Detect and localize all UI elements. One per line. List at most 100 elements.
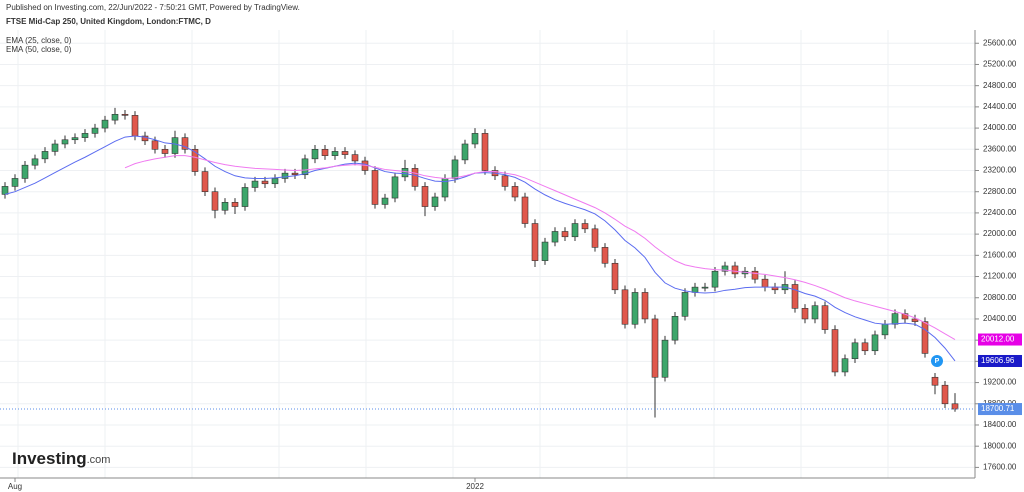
candle-body (171, 137, 179, 154)
y-tick-label: 17600.00 (983, 463, 1017, 472)
candle-body (1, 186, 9, 195)
y-tick-label: 25200.00 (983, 60, 1017, 69)
y-tick-label: 18400.00 (983, 420, 1017, 429)
candle-body (701, 286, 709, 289)
y-tick-label: 22000.00 (983, 229, 1017, 238)
candle-body (901, 313, 909, 320)
y-tick-label: 19200.00 (983, 378, 1017, 387)
candle-body (51, 143, 59, 152)
candle-body (851, 342, 859, 360)
candle-body (321, 148, 329, 156)
logo-suffix: .com (87, 454, 111, 466)
candle-body (311, 148, 319, 160)
candle-body (591, 228, 599, 248)
candle-body (271, 178, 279, 185)
candle-body (641, 292, 649, 320)
candle-body (251, 180, 259, 188)
candle-body (201, 171, 209, 193)
logo: Investing.com (12, 449, 110, 468)
candle-body (611, 262, 619, 291)
candle-body (61, 139, 69, 145)
candle-body (221, 202, 229, 211)
candle-body (161, 148, 169, 154)
candle-body (151, 140, 159, 150)
candle-body (721, 265, 729, 272)
candle-body (471, 133, 479, 145)
candle-body (431, 196, 439, 207)
candle-body (131, 115, 139, 137)
price-label: 19606.96 (981, 356, 1015, 365)
candle-body (121, 113, 129, 116)
candle-body (291, 172, 299, 176)
candle-body (861, 342, 869, 352)
candle-body (631, 292, 639, 325)
candle-body (211, 191, 219, 211)
price-label: 20012.00 (981, 335, 1015, 344)
candle-body (241, 187, 249, 207)
candle-body (501, 175, 509, 187)
candle-body (731, 265, 739, 275)
candle-body (871, 334, 879, 352)
y-tick-label: 20400.00 (983, 314, 1017, 323)
plot-layer: 17600.0018000.0018400.0018800.0019200.00… (0, 36, 1022, 491)
candle-body (881, 323, 889, 336)
candle-body (571, 223, 579, 238)
candle-body (11, 178, 19, 187)
y-tick-label: 23200.00 (983, 166, 1017, 175)
candle-body (91, 127, 99, 134)
y-tick-label: 25600.00 (983, 38, 1017, 47)
candle-body (951, 403, 959, 410)
candle-body (41, 151, 49, 160)
y-tick-label: 24800.00 (983, 81, 1017, 90)
candle-body (71, 137, 79, 141)
y-tick-label: 23600.00 (983, 144, 1017, 153)
event-marker[interactable] (931, 355, 943, 367)
candle-body (141, 135, 149, 142)
candle-body (341, 151, 349, 155)
candle-body (671, 315, 679, 341)
candle-body (531, 223, 539, 261)
price-label-box (978, 333, 1022, 346)
candle-body (841, 358, 849, 373)
ema-line (124, 155, 956, 340)
candle-body (21, 164, 29, 179)
candle-body (821, 305, 829, 330)
candle-body (391, 176, 399, 199)
candle-body (481, 133, 489, 171)
y-tick-label: 18000.00 (983, 441, 1017, 450)
candle-body (761, 278, 769, 288)
candle-body (521, 196, 529, 224)
y-tick-label: 22800.00 (983, 187, 1017, 196)
candle-body (81, 133, 89, 138)
candle-body (811, 305, 819, 320)
price-label: 18700.71 (981, 404, 1015, 413)
y-tick-label: 21600.00 (983, 250, 1017, 259)
candle-body (681, 292, 689, 317)
candle-body (451, 159, 459, 179)
x-tick-label: 2022 (466, 482, 484, 491)
candle-body (111, 113, 119, 121)
candle-body (421, 186, 429, 207)
price-label-box (978, 403, 1022, 416)
candle-body (231, 202, 239, 207)
x-tick-label: Aug (8, 482, 22, 491)
y-tick-label: 20800.00 (983, 293, 1017, 302)
candle-body (31, 158, 39, 166)
candle-body (281, 172, 289, 179)
candle-body (371, 170, 379, 205)
candle-body (541, 241, 549, 261)
candle-body (561, 231, 569, 238)
candle-body (931, 376, 939, 386)
logo-name: Investing (12, 449, 87, 468)
candle-body (381, 197, 389, 205)
candle-body (711, 270, 719, 288)
candle-body (551, 231, 559, 243)
candle-body (581, 223, 589, 230)
candle-body (601, 247, 609, 264)
event-marker-letter: P (935, 358, 940, 365)
candle-body (941, 384, 949, 405)
y-tick-label: 24000.00 (983, 123, 1017, 132)
y-tick-label: 21200.00 (983, 272, 1017, 281)
